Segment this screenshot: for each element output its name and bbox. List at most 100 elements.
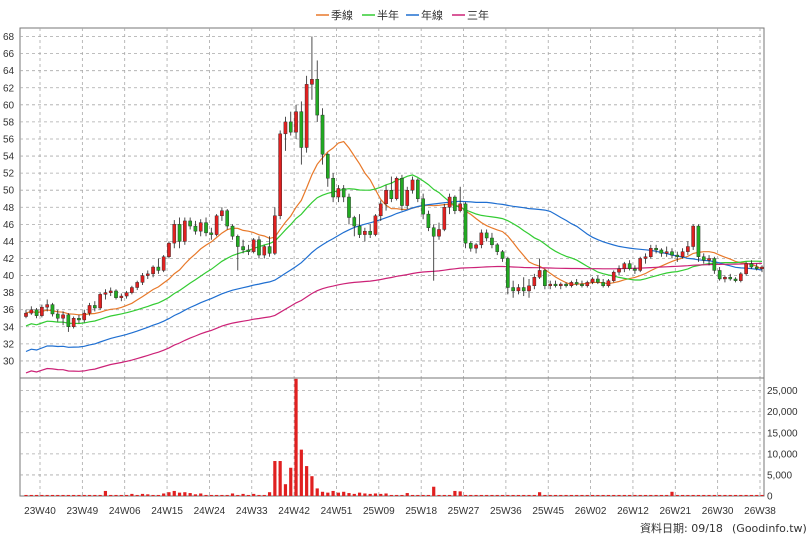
candle-body [77,318,81,321]
candle-body [262,246,267,256]
candlestick [532,273,537,290]
volume-bar [315,488,319,496]
candle-body [124,292,129,297]
candlestick [241,239,245,254]
candle-body [251,239,256,252]
volume-bar [633,494,637,496]
candlestick [733,277,738,283]
candle-body [288,121,293,133]
volume-bar [289,467,293,496]
candlestick [61,311,65,326]
volume-tick-label: 0 [767,492,773,503]
volume-tick-label: 5,000 [767,470,792,481]
candle-body [204,222,208,234]
candle-body [495,244,500,252]
candlestick [368,224,372,238]
volume-bar [40,494,44,496]
candle-body [347,196,351,218]
candle-body [585,282,590,287]
volume-bar [220,494,224,496]
candle-body [633,268,637,271]
candlestick [394,176,399,201]
candlestick [627,260,632,271]
volume-bar [172,490,176,496]
candlestick [670,248,674,259]
legend: 季線 半年 年線 三年 [316,8,489,22]
volume-bar [305,466,309,496]
time-tick-label: 24W33 [236,506,268,517]
volume-bar [283,484,288,496]
candle-body [114,290,118,298]
price-tick-label: 60 [3,100,15,111]
legend-label-quarter: 季線 [331,8,353,22]
candlestick [511,280,515,298]
time-tick-label: 26W38 [744,506,776,517]
candlestick [649,244,653,259]
candle-body [537,270,542,278]
candle-body [733,278,738,281]
volume-bar [696,494,701,496]
volume-bar [712,494,716,496]
price-tick-label: 68 [3,32,15,43]
candle-body [363,230,367,235]
candlestick [304,75,309,153]
volume-bar [458,491,462,496]
volume-bar [368,493,372,496]
candle-body [188,220,192,227]
candlestick [114,289,118,300]
candlestick [130,285,134,295]
volume-bar [252,493,256,496]
candle-body [230,225,235,237]
candlestick [188,217,192,230]
volume-bar [177,492,182,496]
candle-body [315,79,320,116]
price-tick-label: 66 [3,49,15,60]
candlestick [707,255,711,266]
candle-body [326,154,330,179]
candle-body [130,287,134,293]
candle-body [93,305,97,309]
candlestick [103,289,108,300]
candle-body [373,215,378,235]
candlestick [728,273,733,281]
volume-bar [495,494,499,496]
candlestick [543,268,547,290]
time-tick-label: 25W45 [532,506,564,517]
volume-bar [649,494,653,496]
volume-bar [50,494,55,496]
candlestick [363,227,367,242]
price-tick-label: 30 [3,356,15,367]
candlestick [558,282,563,290]
candle-body [352,217,357,227]
candle-body [643,256,648,259]
candle-body [45,304,49,308]
candle-body [426,213,431,228]
volume-bar [532,494,536,496]
volume-bar [744,494,748,496]
candle-body [273,215,277,254]
candlestick [479,229,484,249]
candlestick [156,258,161,274]
volume-tick-label: 10,000 [767,449,798,460]
volume-bar [87,494,92,496]
candlestick [548,280,553,290]
volume-bar [707,494,711,496]
volume-bar [479,494,483,496]
candlestick [458,186,462,213]
candle-body [617,268,621,273]
candle-body [511,287,515,292]
candle-body [611,271,616,281]
candlestick [606,278,611,288]
volume-bar [162,493,166,496]
candle-body [606,280,611,287]
volume-bar [654,494,658,496]
volume-bar [56,494,60,496]
legend-label-threeyear: 三年 [467,8,489,22]
candle-body [701,256,706,261]
price-tick-label: 50 [3,186,15,197]
candle-body [389,189,394,199]
time-tick-label: 25W27 [448,506,480,517]
candlestick [723,275,727,283]
candle-body [590,278,595,283]
price-tick-label: 58 [3,117,15,128]
